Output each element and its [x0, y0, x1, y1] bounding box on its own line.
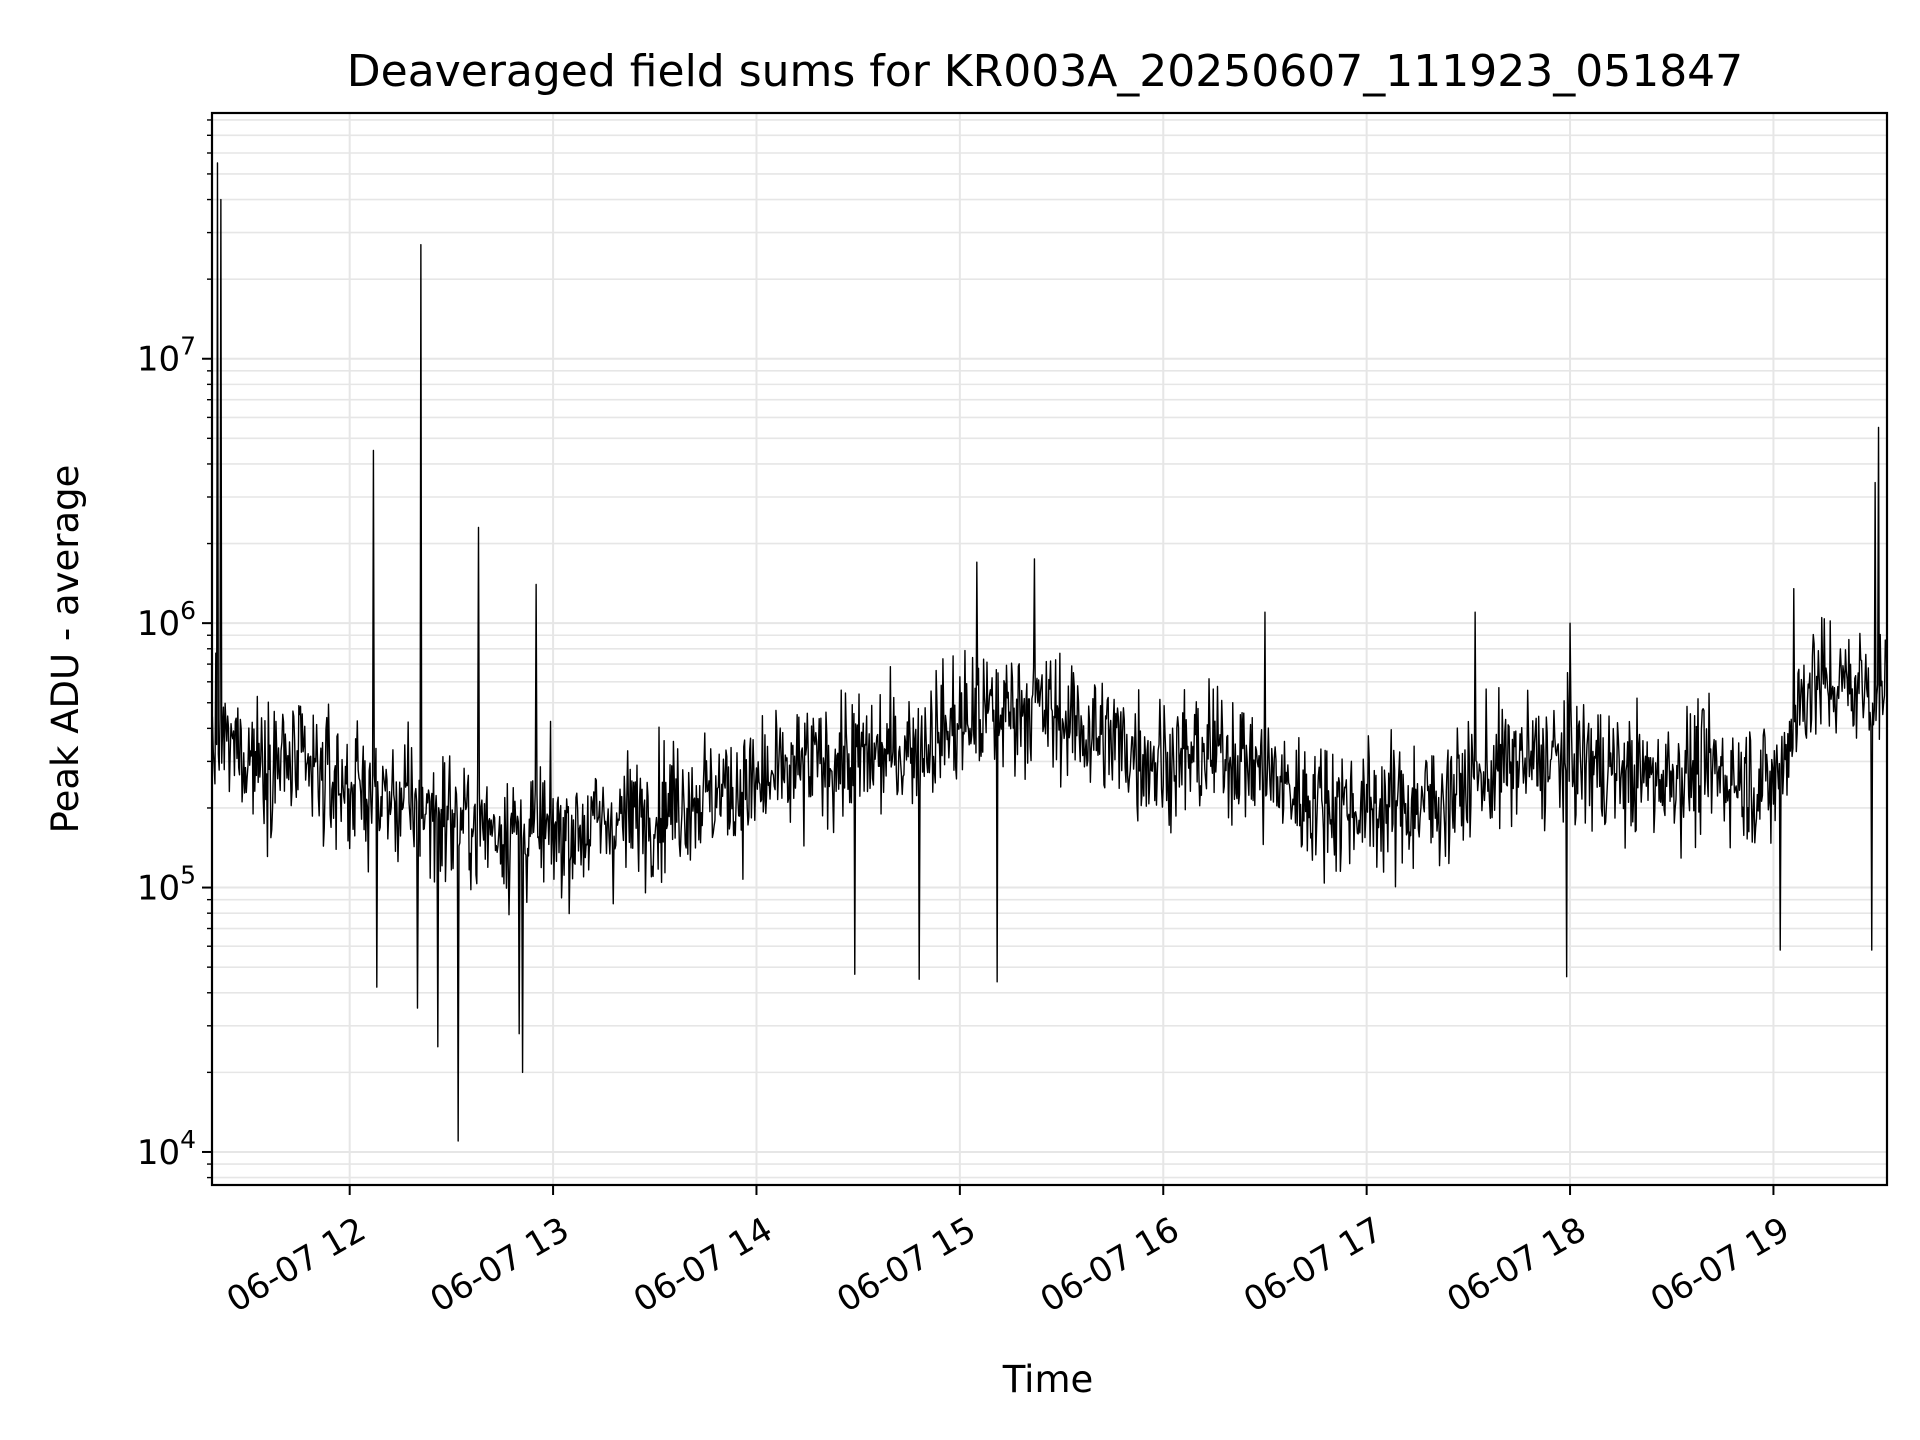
y-tick-label: 107 [137, 332, 196, 380]
data-series-line [211, 162, 1888, 1142]
y-tick-label-exponent: 7 [180, 332, 196, 361]
chart-title: Deaveraged field sums for KR003A_2025060… [347, 46, 1743, 97]
y-tick-label: 105 [137, 861, 196, 909]
y-tick-label-base: 10 [137, 340, 180, 380]
y-tick-label-base: 10 [137, 604, 180, 644]
y-tick-label-base: 10 [137, 869, 180, 909]
x-axis-label: Time [1002, 1358, 1094, 1401]
y-tick-label-exponent: 6 [180, 596, 196, 625]
y-tick-label: 104 [137, 1125, 196, 1173]
y-tick-label: 106 [137, 596, 196, 644]
series-polyline [211, 162, 1888, 1142]
grid-layer [212, 113, 1887, 1185]
y-axis-label: Peak ADU - average [44, 465, 87, 834]
y-tick-label-exponent: 5 [180, 861, 196, 890]
y-tick-label-base: 10 [137, 1133, 180, 1173]
y-tick-label-exponent: 4 [180, 1125, 196, 1154]
